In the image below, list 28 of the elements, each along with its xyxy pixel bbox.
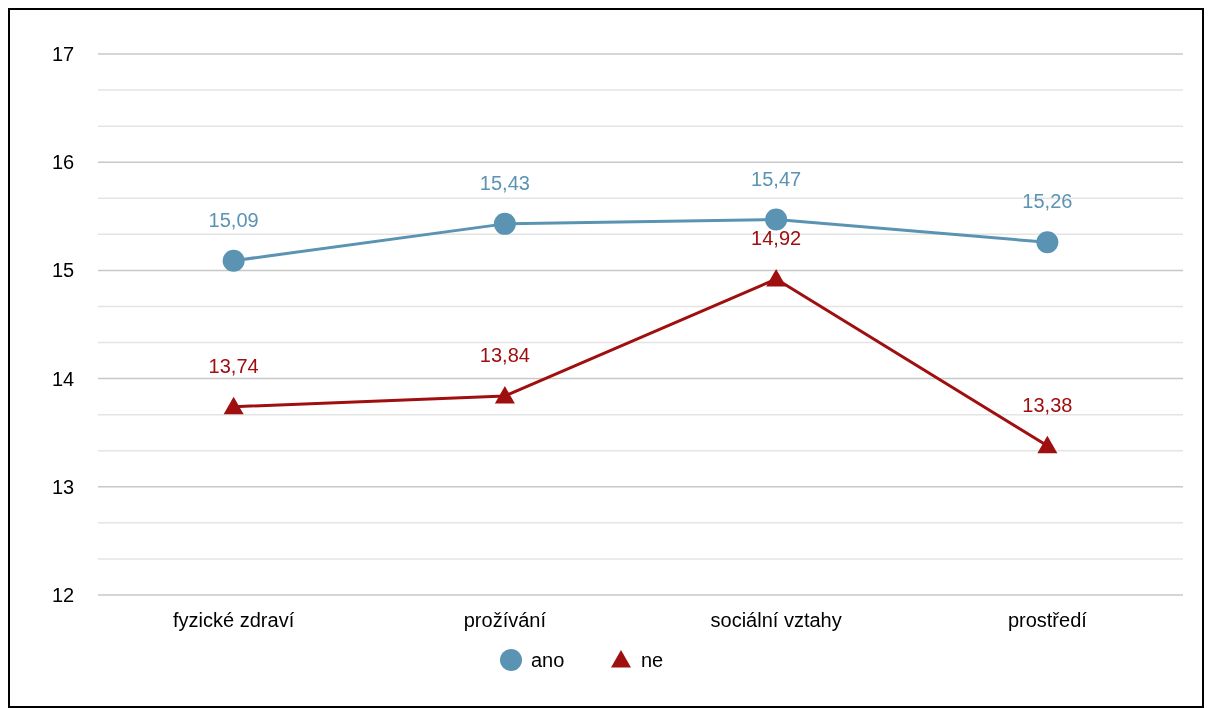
data-label: 13,74 <box>208 354 259 377</box>
y-tick-label: 15 <box>51 259 75 282</box>
data-label: 15,47 <box>751 167 802 190</box>
y-tick-label: 14 <box>51 367 75 390</box>
legend-label: ne <box>641 649 664 671</box>
point <box>1037 435 1058 454</box>
point <box>765 208 788 231</box>
data-label: 13,84 <box>479 343 530 366</box>
point <box>493 212 516 235</box>
y-tick-label: 13 <box>51 475 75 498</box>
legend-label: ano <box>531 649 565 671</box>
x-tick-label: fyzické zdraví <box>173 609 295 631</box>
data-label: 13,38 <box>1022 393 1073 416</box>
x-tick-label: prostředí <box>1007 609 1088 631</box>
y-tick-label: 12 <box>51 584 75 606</box>
x-tick-label: prožívání <box>463 609 547 631</box>
point <box>494 385 515 404</box>
point <box>1036 231 1059 254</box>
y-tick-label: 17 <box>51 43 75 65</box>
point <box>223 396 244 415</box>
data-label: 15,09 <box>208 208 259 231</box>
point <box>766 269 787 287</box>
data-label: 14,92 <box>751 227 802 250</box>
data-label: 15,43 <box>479 171 530 194</box>
point <box>222 249 245 272</box>
data-label: 15,26 <box>1022 190 1073 213</box>
y-tick-label: 16 <box>51 151 75 174</box>
x-tick-label: sociální vztahy <box>710 609 842 631</box>
